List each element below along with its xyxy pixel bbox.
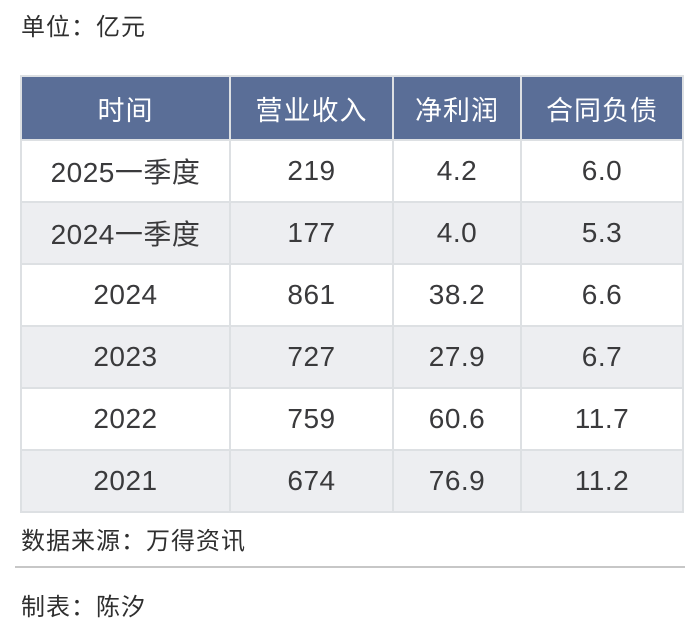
table-row-2024q1: 2024一季度 177 4.0 5.3 [20,201,684,265]
cell-contract-liabilities: 5.3 [520,201,684,265]
cell-contract-liabilities: 11.7 [520,387,684,451]
col-header-revenue: 营业收入 [229,75,394,141]
author-label: 制表：陈汐 [21,594,146,621]
cell-time: 2021 [20,449,231,513]
data-source-label: 数据来源：万得资讯 [21,528,246,555]
cell-contract-liabilities: 6.7 [520,325,684,389]
cell-revenue: 861 [229,263,394,327]
cell-time: 2022 [20,387,231,451]
cell-time: 2023 [20,325,231,389]
unit-label: 单位：亿元 [21,14,146,41]
cell-revenue: 219 [229,139,394,203]
cell-revenue: 177 [229,201,394,265]
table-header-row: 时间 营业收入 净利润 合同负债 [20,75,684,141]
cell-net-profit: 38.2 [392,263,522,327]
cell-contract-liabilities: 6.0 [520,139,684,203]
cell-revenue: 759 [229,387,394,451]
cell-net-profit: 4.2 [392,139,522,203]
table-row-2025q1: 2025一季度 219 4.2 6.0 [20,139,684,203]
cell-time: 2024 [20,263,231,327]
cell-net-profit: 76.9 [392,449,522,513]
table-row-2024: 2024 861 38.2 6.6 [20,263,684,327]
cell-revenue: 727 [229,325,394,389]
cell-time: 2025一季度 [20,139,231,203]
cell-time: 2024一季度 [20,201,231,265]
cell-net-profit: 27.9 [392,325,522,389]
col-header-contract-liabilities: 合同负债 [520,75,684,141]
cell-net-profit: 4.0 [392,201,522,265]
table-row-2023: 2023 727 27.9 6.7 [20,325,684,389]
cell-contract-liabilities: 6.6 [520,263,684,327]
table-row-2021: 2021 674 76.9 11.2 [20,449,684,513]
divider-line [15,566,685,568]
cell-contract-liabilities: 11.2 [520,449,684,513]
col-header-time: 时间 [20,75,231,141]
financial-table: 时间 营业收入 净利润 合同负债 2025一季度 219 4.2 6.0 202… [20,75,684,513]
cell-net-profit: 60.6 [392,387,522,451]
cell-revenue: 674 [229,449,394,513]
table-row-2022: 2022 759 60.6 11.7 [20,387,684,451]
col-header-net-profit: 净利润 [392,75,522,141]
